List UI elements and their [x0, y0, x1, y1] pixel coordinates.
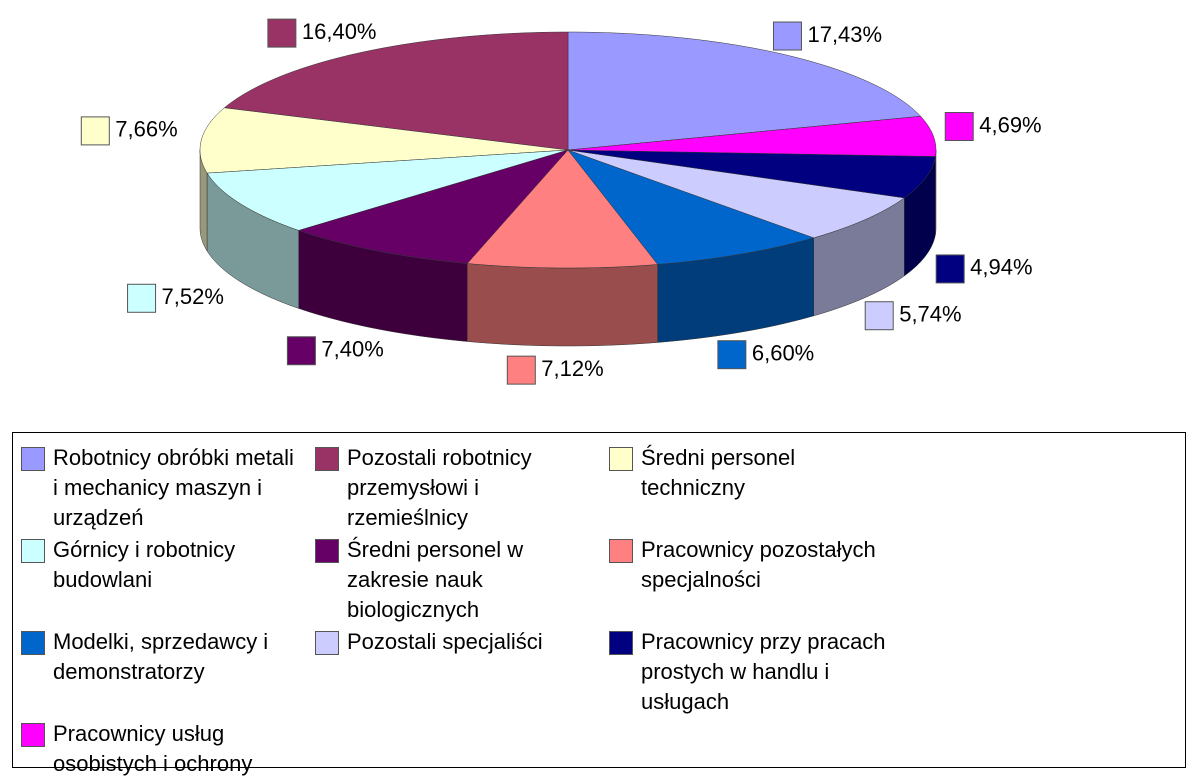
- legend-key: [21, 723, 45, 747]
- legend-item: Pracownicy pozostałych specjalności: [609, 535, 903, 625]
- data-label: 4,69%: [979, 112, 1041, 137]
- label-key: [935, 254, 965, 284]
- legend-item: Średni personel w zakresie nauk biologic…: [315, 535, 609, 625]
- legend-item: Średni personel techniczny: [609, 443, 903, 533]
- label-key: [772, 21, 802, 51]
- legend-item: Pozostali specjaliści: [315, 627, 609, 717]
- legend-label: Pracownicy przy pracach prostych w handl…: [641, 629, 886, 714]
- slice-side: [935, 149, 937, 235]
- legend-label: Górnicy i robotnicy budowlani: [53, 537, 236, 592]
- legend-key: [21, 539, 45, 563]
- legend-label: Średni personel w zakresie nauk biologic…: [347, 537, 524, 622]
- legend-key: [609, 539, 633, 563]
- legend-label: Pozostali robotnicy przemysłowi i rzemie…: [347, 445, 532, 530]
- legend-label: Pracownicy pozostałych specjalności: [641, 537, 876, 592]
- chart: 17,43% 16,40% 7,66% 7,52% 7,40% 7,12% 6,60% 5,7…: [80, 18, 1042, 385]
- legend-label: Robotnicy obróbki metali i mechanicy mas…: [53, 445, 294, 530]
- legend-item: Pracownicy usług osobistych i ochrony: [21, 719, 315, 779]
- data-label: 4,94%: [970, 255, 1032, 280]
- slice: [567, 31, 922, 151]
- slice: [567, 149, 906, 239]
- legend-label: Modelki, sprzedawcy i demonstratorzy: [53, 629, 269, 684]
- legend: Robotnicy obróbki metali i mechanicy mas…: [12, 432, 1186, 776]
- slice: [567, 116, 937, 157]
- slice: [223, 31, 569, 151]
- legend-key: [315, 539, 339, 563]
- label-key: [717, 340, 747, 370]
- data-label: 7,52%: [162, 284, 224, 309]
- data-label: 5,74%: [899, 302, 961, 327]
- data-label: 7,12%: [541, 356, 603, 381]
- legend-key: [315, 631, 339, 655]
- label-key: [80, 116, 110, 146]
- legend-item: Pracownicy przy pracach prostych w handl…: [609, 627, 903, 717]
- label-key: [944, 111, 974, 141]
- data-label: 7,66%: [115, 117, 177, 142]
- data-label: 17,43%: [807, 22, 882, 47]
- legend-key: [609, 447, 633, 471]
- legend-label: Średni personel techniczny: [641, 445, 796, 500]
- slice: [567, 149, 936, 199]
- legend-item: Górnicy i robotnicy budowlani: [21, 535, 315, 625]
- legend-key: [315, 447, 339, 471]
- legend-label: Pozostali specjaliści: [347, 629, 543, 654]
- legend-item: Pozostali robotnicy przemysłowi i rzemie…: [315, 443, 609, 533]
- legend-item: Modelki, sprzedawcy i demonstratorzy: [21, 627, 315, 717]
- slice: [466, 149, 659, 269]
- label-key: [506, 355, 536, 385]
- data-label: 7,40%: [321, 337, 383, 362]
- label-key: [127, 283, 157, 313]
- label-key: [286, 336, 316, 366]
- label-key: [864, 301, 894, 331]
- legend-label: Pracownicy usług osobistych i ochrony: [53, 721, 253, 776]
- slice: [206, 149, 569, 231]
- legend-key: [21, 631, 45, 655]
- data-label: 6,60%: [752, 341, 814, 366]
- legend-key: [609, 631, 633, 655]
- label-key: [267, 18, 297, 48]
- slice: [567, 149, 815, 265]
- legend-key: [21, 447, 45, 471]
- slice: [199, 107, 569, 174]
- data-label: 16,40%: [302, 19, 377, 44]
- slice: [297, 149, 569, 264]
- legend-item: Robotnicy obróbki metali i mechanicy mas…: [21, 443, 315, 533]
- slice-side: [467, 263, 658, 347]
